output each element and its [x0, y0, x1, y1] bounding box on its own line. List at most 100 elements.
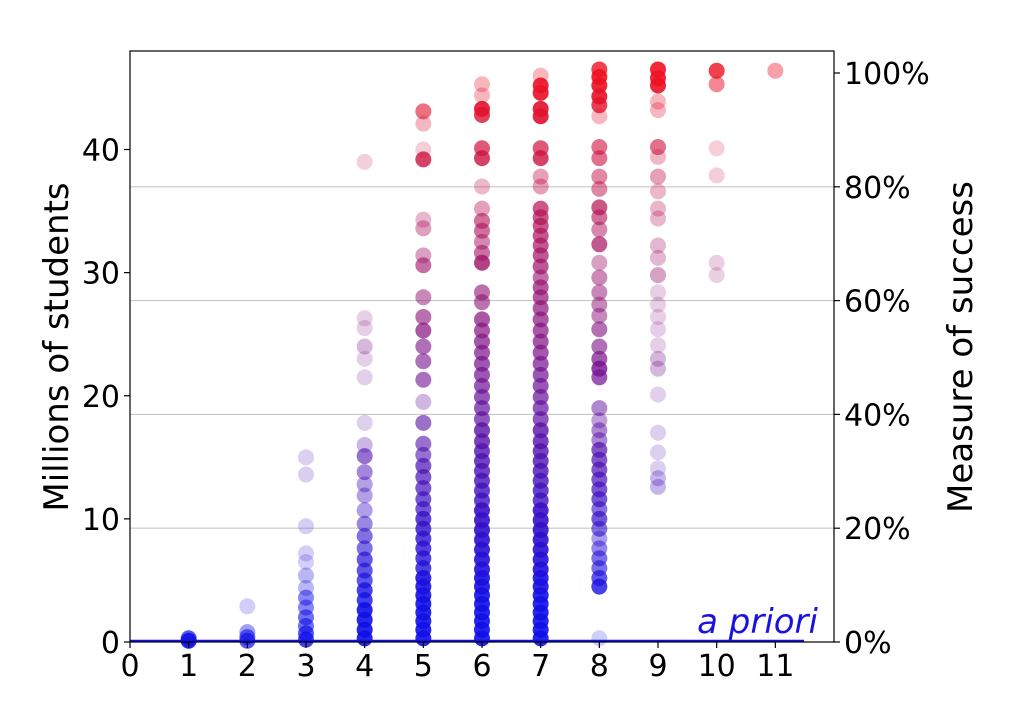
data-point [356, 502, 373, 519]
data-point [415, 338, 432, 355]
data-point [474, 100, 490, 117]
data-point [415, 103, 432, 120]
data-point [415, 247, 432, 264]
data-point [650, 200, 666, 217]
data-point [532, 422, 549, 439]
data-point [474, 400, 490, 417]
data-point [415, 141, 432, 158]
x-tick-label: 11 [756, 649, 794, 684]
data-point [591, 150, 608, 167]
data-point [591, 236, 608, 253]
data-point [650, 267, 666, 284]
data-point [356, 487, 373, 504]
data-point [356, 437, 373, 453]
data-point [650, 284, 666, 301]
data-point [474, 233, 490, 250]
data-point [356, 464, 373, 481]
data-point [591, 307, 608, 324]
data-point [298, 466, 314, 483]
data-point [591, 180, 608, 197]
data-point [298, 553, 314, 570]
data-point [591, 221, 608, 238]
data-point [415, 211, 432, 228]
data-point [474, 200, 490, 217]
data-point [415, 469, 432, 486]
y-axis-label-left: Millions of students [37, 182, 77, 511]
data-point [474, 140, 490, 157]
data-point [474, 411, 490, 428]
data-point [415, 151, 432, 168]
data-point [591, 296, 608, 313]
data-point [356, 448, 373, 465]
data-point [356, 528, 373, 545]
data-point [474, 322, 490, 339]
right-tick-label: 60% [844, 285, 911, 320]
data-point [591, 88, 608, 105]
x-tick-label: 1 [179, 649, 198, 684]
data-point [650, 249, 666, 266]
data-point [532, 100, 549, 117]
data-point [650, 168, 666, 185]
data-point [591, 61, 608, 78]
data-point [532, 258, 549, 275]
data-point [474, 355, 490, 372]
data-point [708, 140, 725, 157]
data-point [591, 350, 608, 367]
data-point [415, 371, 432, 388]
data-point [356, 540, 373, 557]
y-tick-label: 30 [82, 257, 120, 292]
data-point [474, 388, 490, 405]
data-point [415, 446, 432, 463]
data-point [474, 76, 490, 93]
right-tick-label: 40% [844, 398, 911, 433]
data-point [239, 598, 256, 615]
data-point [356, 350, 373, 367]
data-point [356, 515, 373, 532]
data-point [532, 433, 549, 450]
data-point [650, 93, 666, 110]
data-point [591, 422, 608, 439]
data-point [650, 210, 666, 227]
x-tick-label: 9 [648, 649, 667, 684]
data-point [532, 322, 549, 339]
data-point [591, 269, 608, 286]
data-point [708, 254, 725, 271]
data-point [474, 377, 490, 394]
data-point [650, 183, 666, 200]
axis-ticks: 0 1 2 3 4 5 6 7 8 9 10 11 0 10 20 30 40 0% 20% 40% 60% 80% 100… [82, 57, 930, 684]
data-point [298, 545, 314, 562]
data-point [356, 320, 373, 337]
data-point [532, 377, 549, 394]
data-point [356, 310, 373, 327]
data-point [650, 237, 666, 254]
data-point [532, 344, 549, 361]
data-point [532, 269, 549, 286]
data-point [415, 414, 432, 431]
data-point [650, 102, 666, 119]
data-point [532, 178, 549, 195]
data-point [356, 338, 373, 355]
data-point [415, 393, 432, 410]
data-point [650, 444, 666, 461]
data-point [532, 333, 549, 350]
x-tick-label: 2 [238, 649, 257, 684]
x-tick-label: 0 [120, 649, 139, 684]
data-point [474, 366, 490, 383]
data-point [532, 366, 549, 383]
data-point [474, 311, 490, 328]
data-point [298, 567, 314, 584]
data-point [415, 480, 432, 497]
data-point [356, 153, 373, 170]
data-point [298, 449, 314, 466]
data-point [532, 311, 549, 328]
data-point [415, 491, 432, 508]
data-point [591, 321, 608, 338]
right-tick-label: 80% [844, 171, 911, 206]
x-tick-label: 3 [296, 649, 315, 684]
data-point [532, 300, 549, 317]
data-point [650, 296, 666, 313]
data-point [474, 422, 490, 439]
data-point [650, 139, 666, 156]
data-point [532, 400, 549, 417]
